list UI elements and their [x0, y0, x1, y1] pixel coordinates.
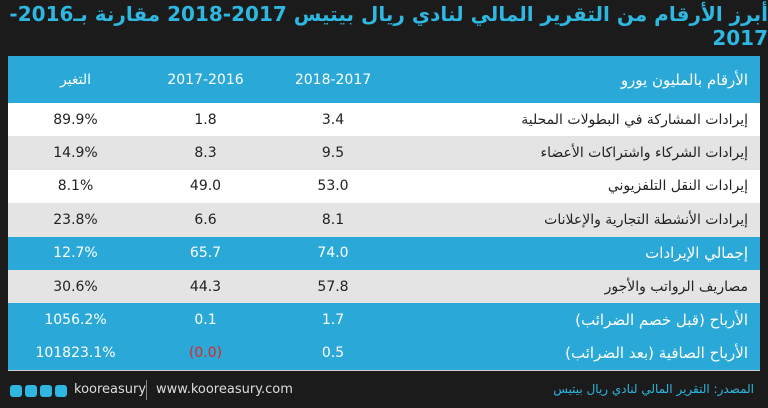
cell-value: 101823.1% — [35, 345, 116, 362]
header-row: الأرقام بالمليون يورو 2018-2017 2017-2016 ا… — [8, 56, 760, 104]
cell-value: (0.0) — [188, 345, 223, 362]
divider — [146, 380, 147, 400]
footer: kooreasury www.kooreasury.com المصدر: ال… — [0, 372, 768, 408]
title: أبرز الأرقام من التقرير المالي لنادي ريا… — [9, 2, 768, 50]
row-label: إيرادات المشاركة في البطولات المحلية — [521, 111, 748, 128]
cell-value: التغير — [59, 71, 92, 88]
row-label: مصاريف الرواتب والأجور — [604, 278, 748, 295]
cell-value: 9.5 — [321, 145, 345, 162]
highlight-row: الأرباح الصافية (بعد الضرائب) 0.5 (0.0) 101… — [8, 336, 760, 371]
row: إيرادات المشاركة في البطولات المحلية 3.4 1… — [8, 103, 760, 138]
row-label: الأرباح الصافية (بعد الضرائب) — [565, 344, 748, 363]
table: الأرقام بالمليون يورو 2018-2017 2017-2016 ا… — [8, 56, 760, 371]
cell-value: 30.6% — [53, 278, 98, 295]
row-label: إيرادات الشركاء واشتراكات الأعضاء — [540, 145, 748, 162]
cell-value: 3.4 — [321, 111, 345, 128]
row-label: إيرادات الأنشطة التجارية والإعلانات — [544, 211, 748, 228]
row-label: الأرباح (قبل خصم الضرائب) — [575, 310, 748, 329]
row: إيرادات الشركاء واشتراكات الأعضاء 9.5 8.3 1… — [8, 136, 760, 171]
cell-value: 2018-2017 — [294, 71, 372, 88]
cell-value: 2017-2016 — [167, 71, 244, 88]
cell-value: 6.6 — [194, 211, 217, 228]
cell-value: 1.8 — [194, 111, 217, 128]
cell-value: 74.0 — [317, 245, 349, 262]
cell-value: 49.0 — [189, 178, 222, 195]
social-icons — [10, 383, 70, 397]
row-label: إيرادات النقل التلفزيوني — [607, 178, 748, 195]
row: إيرادات الأنشطة التجارية والإعلانات 8.1 6.… — [8, 203, 760, 238]
cell-value: 8.1 — [321, 211, 345, 228]
cell-value: 53.0 — [317, 178, 349, 195]
row-label: إجمالي الإيرادات — [645, 244, 748, 263]
cell-value: 89.9% — [53, 111, 98, 128]
cell-value: 8.1% — [57, 178, 94, 195]
cell-value: 1.7 — [321, 311, 345, 328]
cell-value: 65.7 — [189, 245, 222, 262]
cell-value: 57.8 — [317, 278, 349, 295]
highlight-row: الأرباح (قبل خصم الضرائب) 1.7 0.1 1056.2% — [8, 303, 760, 338]
cell-value: 1056.2% — [44, 311, 107, 328]
cell-value: 14.9% — [53, 145, 98, 162]
highlight-row: إجمالي الإيرادات 74.0 65.7 12.7% — [8, 236, 760, 271]
row: مصاريف الرواتب والأجور 57.8 44.3 30.6% — [8, 269, 760, 305]
cell-value: 44.3 — [189, 278, 222, 295]
row: إيرادات النقل التلفزيوني 53.0 49.0 8.1% — [8, 169, 760, 205]
source: المصدر: التقرير المالي لنادي ريال بيتيس — [553, 382, 754, 396]
cell-value: 8.3 — [194, 145, 217, 162]
cell-value: 0.1 — [194, 311, 217, 328]
cell-value: 0.5 — [321, 345, 345, 362]
row-label: الأرقام بالمليون يورو — [620, 70, 748, 89]
handle: kooreasury — [74, 382, 147, 397]
cell-value: 12.7% — [53, 245, 98, 262]
cell-value: 23.8% — [53, 211, 98, 228]
site: www.kooreasury.com — [156, 382, 293, 397]
